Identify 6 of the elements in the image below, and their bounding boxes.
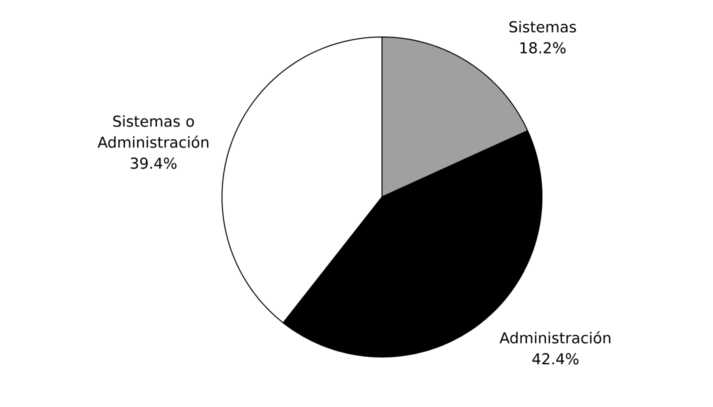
data-label: 18.2%	[520, 42, 566, 54]
slice-label: Sistemas o Administración	[98, 115, 208, 148]
slice-label: Administración	[500, 331, 610, 344]
data-label: 39.4%	[130, 158, 176, 169]
data-label: 42.4%	[532, 353, 578, 364]
slice-label: Sistemas	[509, 20, 576, 32]
